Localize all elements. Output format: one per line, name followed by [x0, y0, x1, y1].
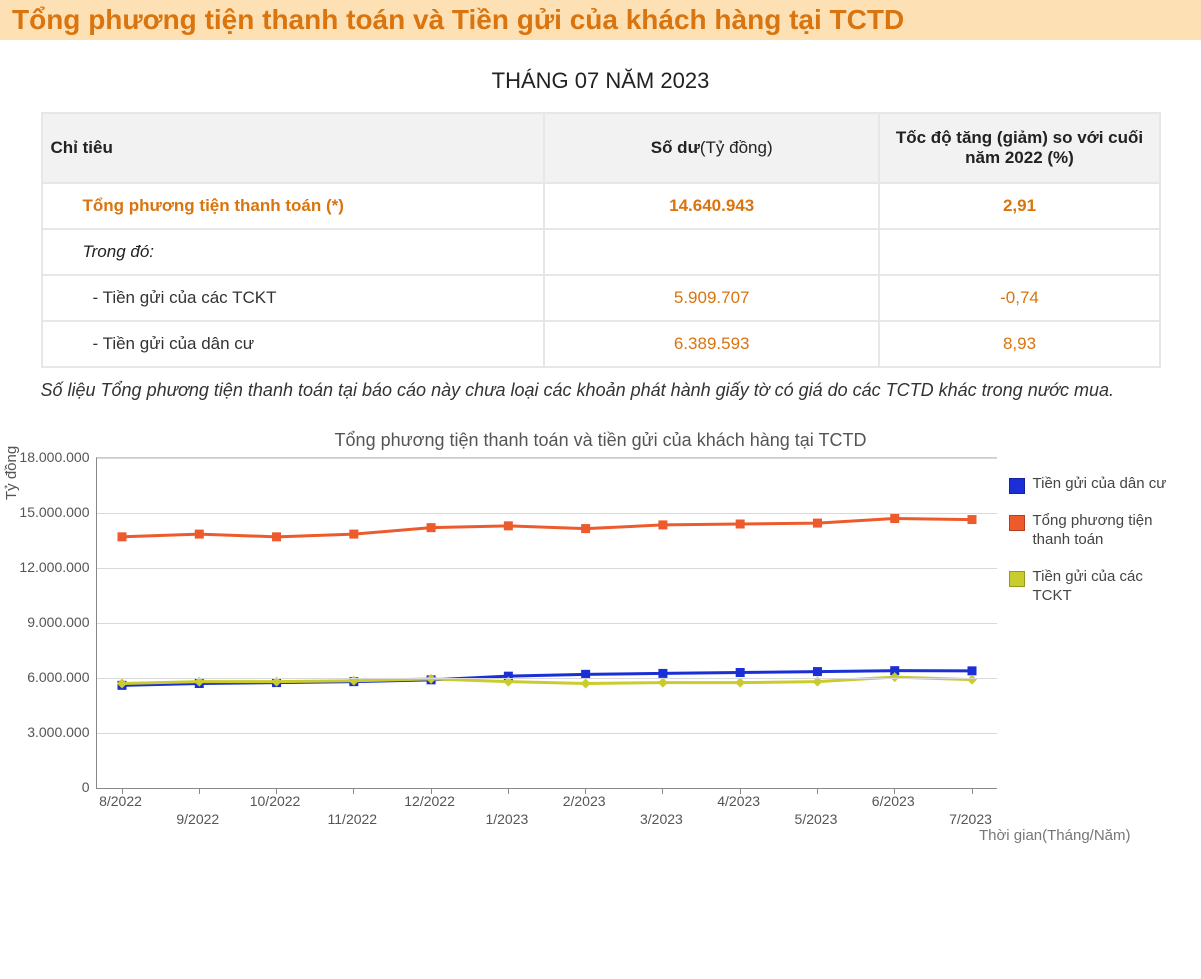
chart-plot-area	[96, 457, 997, 789]
xtick-label: 2/2023	[563, 793, 606, 809]
legend-label: Tổng phương tiện thanh toán	[1033, 512, 1179, 550]
marker	[735, 520, 744, 529]
xtick-label: 10/2022	[250, 793, 301, 809]
legend-swatch	[1009, 515, 1025, 531]
marker	[735, 668, 744, 677]
ytick-label: 3.000.000	[27, 724, 89, 740]
th-indicator: Chỉ tiêu	[43, 114, 543, 182]
row-growth: 2,91	[880, 184, 1158, 228]
gridline	[97, 623, 997, 624]
ytick-label: 0	[82, 779, 90, 795]
row-balance: 14.640.943	[545, 184, 879, 228]
x-axis-title: Thời gian(Tháng/Năm)	[11, 827, 1191, 844]
xtick-label: 5/2023	[795, 811, 838, 827]
chart-title: Tổng phương tiện thanh toán và tiền gửi …	[11, 430, 1191, 451]
legend-item-tong: Tổng phương tiện thanh toán	[1009, 512, 1179, 550]
xtick	[662, 788, 663, 794]
legend-swatch	[1009, 478, 1025, 494]
table-row: - Tiền gửi của dân cư6.389.5938,93	[43, 322, 1159, 366]
ytick-label: 18.000.000	[19, 449, 89, 465]
marker	[967, 515, 976, 524]
row-balance	[545, 230, 879, 274]
table-row: Trong đó:	[43, 230, 1159, 274]
xtick	[972, 788, 973, 794]
report-period: THÁNG 07 NĂM 2023	[0, 68, 1201, 94]
xtick-label: 1/2023	[485, 811, 528, 827]
row-label: - Tiền gửi của dân cư	[43, 322, 543, 366]
series-line-tong	[122, 519, 972, 537]
row-label: Trong đó:	[43, 230, 543, 274]
th-growth: Tốc độ tăng (giảm) so với cuối năm 2022 …	[880, 114, 1158, 182]
chart-container: Tổng phương tiện thanh toán và tiền gửi …	[11, 430, 1191, 844]
gridline	[97, 678, 997, 679]
row-label: Tổng phương tiện thanh toán (*)	[43, 184, 543, 228]
y-axis-labels: 03.000.0006.000.0009.000.00012.000.00015…	[11, 457, 96, 787]
legend-swatch	[1009, 571, 1025, 587]
marker	[812, 667, 821, 676]
gridline	[97, 568, 997, 569]
row-growth: -0,74	[880, 276, 1158, 320]
page-title-banner: Tổng phương tiện thanh toán và Tiền gửi …	[0, 0, 1201, 40]
legend-label: Tiền gửi của các TCKT	[1033, 568, 1179, 606]
table-footnote: Số liệu Tổng phương tiện thanh toán tại …	[41, 378, 1161, 402]
marker	[657, 678, 667, 688]
ytick-label: 6.000.000	[27, 669, 89, 685]
marker	[658, 521, 667, 530]
xtick-label: 11/2022	[328, 811, 378, 827]
marker	[890, 514, 899, 523]
marker	[735, 678, 745, 688]
marker	[580, 679, 590, 689]
legend-item-tckt: Tiền gửi của các TCKT	[1009, 568, 1179, 606]
xtick-label: 4/2023	[717, 793, 760, 809]
marker	[194, 530, 203, 539]
xtick-label: 7/2023	[949, 811, 992, 827]
xtick	[817, 788, 818, 794]
marker	[503, 522, 512, 531]
marker	[967, 675, 977, 685]
xtick	[199, 788, 200, 794]
gridline	[97, 733, 997, 734]
marker	[349, 530, 358, 539]
row-growth	[880, 230, 1158, 274]
xtick	[353, 788, 354, 794]
table-row: Tổng phương tiện thanh toán (*)14.640.94…	[43, 184, 1159, 228]
chart-legend: Tiền gửi của dân cư Tổng phương tiện than…	[997, 457, 1179, 623]
xtick-label: 9/2022	[176, 811, 219, 827]
xtick	[508, 788, 509, 794]
summary-table: Chỉ tiêu Số dư(Tỷ đồng) Tốc độ tăng (giả…	[41, 112, 1161, 368]
th-balance: Số dư(Tỷ đồng)	[545, 114, 879, 182]
marker	[117, 533, 126, 542]
marker	[272, 533, 281, 542]
ytick-label: 15.000.000	[19, 504, 89, 520]
xtick-label: 12/2022	[404, 793, 455, 809]
table-row: - Tiền gửi của các TCKT5.909.707-0,74	[43, 276, 1159, 320]
marker	[658, 669, 667, 678]
row-balance: 6.389.593	[545, 322, 879, 366]
marker	[812, 519, 821, 528]
page-title: Tổng phương tiện thanh toán và Tiền gửi …	[12, 4, 904, 35]
xtick-label: 3/2023	[640, 811, 683, 827]
ytick-label: 9.000.000	[27, 614, 89, 630]
legend-item-dan_cu: Tiền gửi của dân cư	[1009, 475, 1179, 494]
ytick-label: 12.000.000	[19, 559, 89, 575]
gridline	[97, 513, 997, 514]
row-balance: 5.909.707	[545, 276, 879, 320]
marker	[967, 667, 976, 676]
marker	[426, 523, 435, 532]
row-label: - Tiền gửi của các TCKT	[43, 276, 543, 320]
legend-label: Tiền gửi của dân cư	[1033, 475, 1167, 494]
marker	[581, 524, 590, 533]
xtick-label: 6/2023	[872, 793, 915, 809]
gridline	[97, 458, 997, 459]
xtick-label: 8/2022	[99, 793, 142, 809]
row-growth: 8,93	[880, 322, 1158, 366]
